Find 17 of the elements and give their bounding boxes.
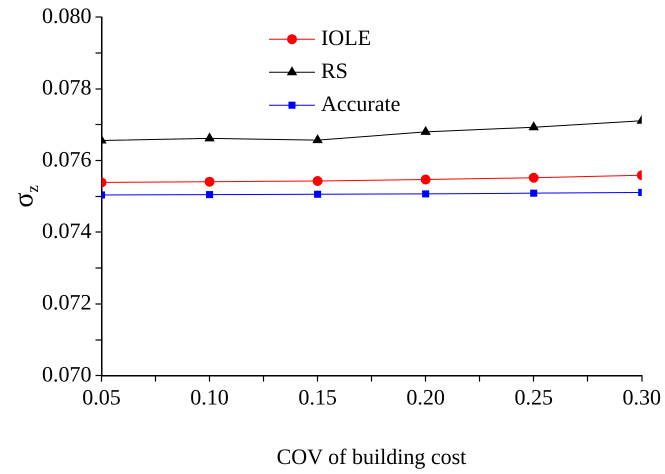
x-axis-title: COV of building cost [276,444,466,469]
legend-label: RS [320,58,348,83]
x-tick-label: 0.30 [622,384,661,410]
legend-label: IOLE [320,24,372,50]
y-tick-label: 0.080 [42,2,92,28]
x-tick-label: 0.20 [406,384,445,410]
legend-label: Accurate [320,90,400,116]
x-tick-label: 0.10 [190,384,229,410]
y-tick-label: 0.076 [42,146,92,172]
y-tick-label: 0.074 [42,218,92,244]
x-tick-label: 0.15 [298,384,337,410]
y-tick-label: 0.072 [42,290,92,315]
y-tick-label: 0.078 [42,74,92,100]
y-axis-title: σz [8,185,42,208]
x-tick-label: 0.05 [82,384,121,410]
x-tick-label: 0.25 [514,384,553,410]
y-tick-label: 0.070 [42,361,92,386]
